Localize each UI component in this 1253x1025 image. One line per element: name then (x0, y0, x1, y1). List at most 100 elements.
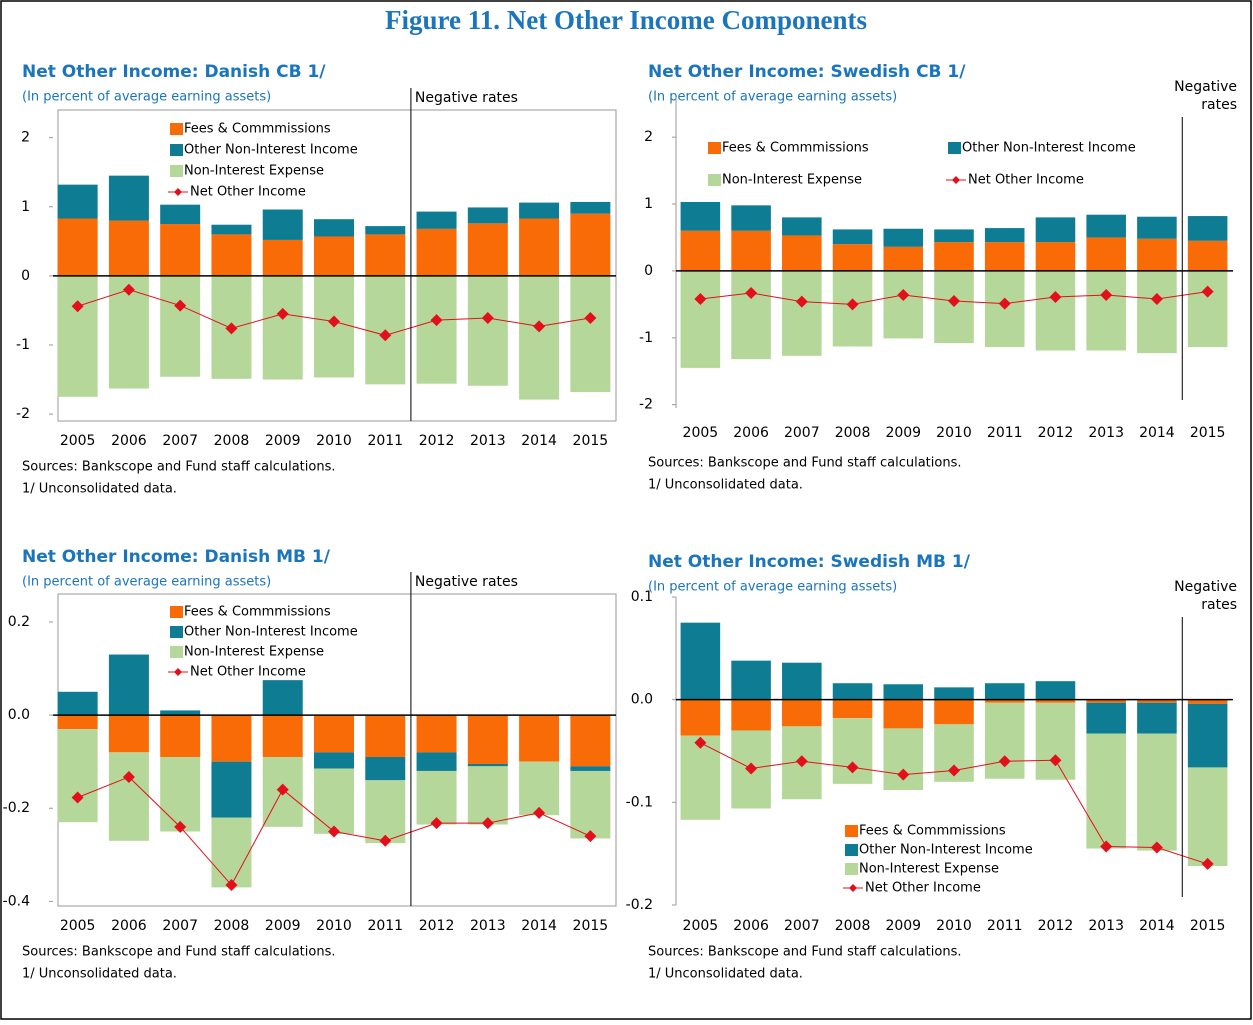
y-tick-label: 0.0 (631, 692, 653, 708)
legend-label: Non-Interest Expense (184, 164, 324, 179)
bar-segment (680, 270, 721, 368)
net-marker (379, 834, 392, 847)
bar-segment (731, 230, 771, 271)
bar-segment (1187, 216, 1228, 241)
x-tick-label: 2007 (162, 918, 198, 934)
net-marker (584, 312, 597, 325)
bar-segment (416, 211, 457, 229)
legend-swatch (845, 863, 858, 875)
bar-segment (883, 270, 924, 339)
legend-swatch (948, 142, 961, 154)
bar-segment (57, 218, 98, 276)
bar-segment (570, 770, 611, 839)
bar-segment (570, 766, 611, 771)
bar-segment (883, 246, 924, 271)
chart-subtitle: (In percent of average earning assets) (22, 90, 271, 105)
x-tick-label: 2011 (987, 425, 1023, 441)
chart-subtitle: (In percent of average earning assets) (648, 90, 897, 105)
bar-segment (1086, 733, 1126, 849)
chart-title: Net Other Income: Swedish CB 1/ (648, 62, 966, 82)
bar-segment (680, 699, 721, 736)
bar-segment (570, 275, 611, 392)
y-tick-label: -0.2 (626, 897, 653, 913)
bar-segment (984, 683, 1025, 700)
bar-segment (108, 752, 149, 841)
net-marker (1049, 754, 1062, 767)
net-marker (71, 300, 84, 313)
bar-segment (1086, 214, 1126, 238)
bar-segment (934, 270, 974, 344)
bar-segment (416, 770, 457, 825)
bar-segment (680, 202, 721, 231)
legend-label: Other Non-Interest Income (962, 141, 1136, 156)
x-tick-label: 2010 (316, 433, 352, 449)
legend-label: Net Other Income (190, 185, 306, 200)
net-marker (174, 820, 187, 833)
legend-swatch (708, 174, 721, 186)
annotation-text: Negative rates (415, 90, 518, 106)
legend-label: Other Non-Interest Income (184, 143, 358, 158)
x-tick-label: 2013 (1088, 425, 1124, 441)
bar-segment (160, 715, 201, 757)
y-tick-label: 0 (21, 268, 30, 284)
legend-swatch (170, 123, 183, 135)
legend-marker (174, 188, 182, 196)
x-tick-label: 2011 (367, 918, 403, 934)
bar-segment (467, 763, 508, 767)
bar-segment (108, 175, 149, 221)
figure-title: Figure 11. Net Other Income Components (385, 5, 867, 35)
annotation-text: Negative (1174, 79, 1237, 95)
y-tick-label: -2 (639, 397, 653, 413)
bar-segment (365, 756, 406, 781)
x-tick-label: 2006 (733, 918, 769, 934)
bar-segment (314, 768, 354, 834)
annotation-text: rates (1201, 597, 1237, 613)
x-tick-label: 2006 (111, 433, 147, 449)
legend-label: Fees & Commmissions (184, 122, 331, 137)
legend-label: Fees & Commmissions (184, 605, 331, 620)
net-marker (1150, 841, 1163, 854)
source-note: Sources: Bankscope and Fund staff calcul… (22, 460, 336, 475)
net-marker (430, 314, 443, 327)
net-marker (328, 315, 340, 328)
bar-segment (211, 817, 252, 888)
x-tick-label: 2012 (419, 918, 455, 934)
net-marker (846, 761, 859, 774)
bar-segment (984, 242, 1025, 271)
bar-segment (1137, 216, 1177, 239)
net-marker (122, 771, 135, 784)
net-marker (71, 791, 84, 804)
bar-segment (108, 654, 149, 716)
bar-segment (782, 662, 822, 700)
net-marker (998, 755, 1011, 768)
bar-segment (1086, 270, 1126, 351)
x-tick-label: 2007 (784, 425, 820, 441)
x-tick-label: 2009 (265, 433, 301, 449)
bar-segment (262, 239, 303, 276)
legend-marker (849, 884, 857, 892)
bar-segment (365, 780, 406, 844)
y-tick-label: 0.0 (8, 707, 30, 723)
net-marker (846, 298, 859, 311)
bar-segment (1035, 699, 1076, 703)
bar-segment (211, 224, 252, 235)
x-tick-label: 2012 (419, 433, 455, 449)
bar-segment (934, 229, 974, 243)
net-marker (481, 817, 494, 830)
net-marker (795, 755, 808, 768)
annotation-text: Negative (1174, 579, 1237, 595)
bar-segment (832, 229, 873, 245)
legend-marker (174, 668, 182, 676)
y-tick-label: 1 (644, 196, 653, 212)
bar-segment (416, 752, 457, 771)
y-tick-label: 0.2 (8, 614, 30, 630)
bar-segment (57, 729, 98, 823)
bar-segment (57, 275, 98, 397)
net-marker (694, 292, 707, 305)
net-marker (584, 830, 597, 843)
net-marker (998, 297, 1011, 310)
net-marker (122, 283, 135, 296)
legend-label: Non-Interest Expense (184, 645, 324, 660)
bar-segment (1137, 733, 1177, 851)
